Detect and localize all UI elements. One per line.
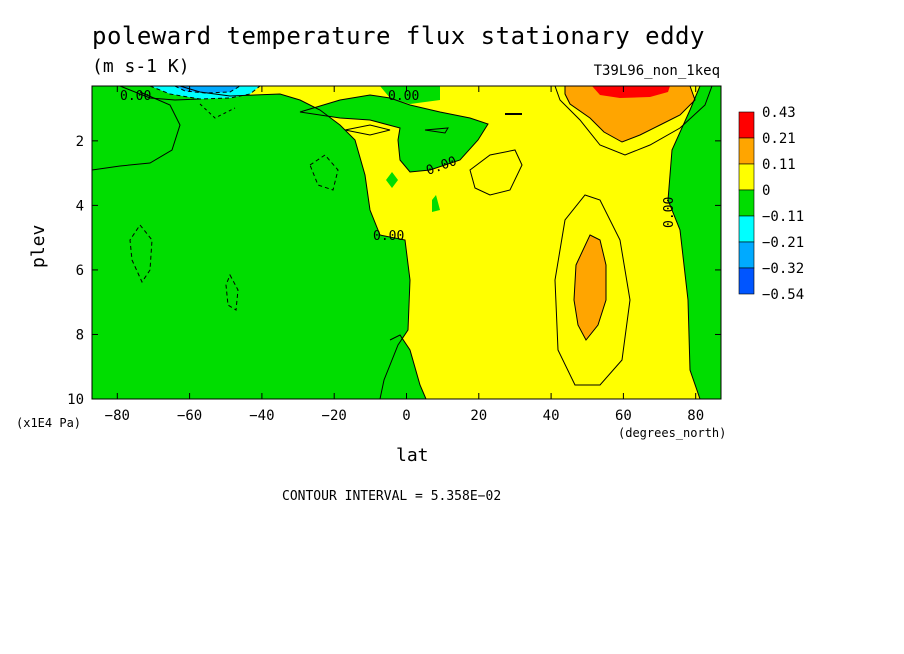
y-tick-label: 8 — [76, 327, 84, 343]
y-axis-units: (x1E4 Pa) — [16, 416, 82, 430]
x-tick-label: 80 — [687, 408, 704, 424]
x-tick-label: 40 — [543, 408, 560, 424]
colorbar-level-label: −0.54 — [762, 287, 804, 303]
y-tick-label: 6 — [76, 263, 84, 279]
contour-lines — [92, 86, 713, 399]
x-axis-title: lat — [396, 445, 429, 466]
x-tick-label: −80 — [105, 408, 130, 424]
colorbar-swatch — [738, 241, 755, 269]
contour-label: 0.00 — [388, 89, 419, 104]
x-tick-label: 20 — [470, 408, 487, 424]
x-tick-label: −40 — [249, 408, 274, 424]
y-axis: 2 4 6 8 10 — [67, 134, 721, 408]
y-tick-label: 4 — [76, 198, 84, 214]
colorbar-level-label: −0.11 — [762, 209, 804, 225]
y-axis-title: plev — [28, 224, 49, 268]
field-red-core — [592, 86, 670, 98]
field-green-right — [668, 86, 721, 399]
x-axis-units: (degrees_north) — [618, 426, 727, 440]
field-green-blob-top-left — [92, 86, 180, 170]
colorbar-level-label: 0.21 — [762, 131, 796, 147]
colorbar-level-label: −0.21 — [762, 235, 804, 251]
colorbar-level-label: −0.32 — [762, 261, 804, 277]
colorbar-swatch — [738, 267, 755, 295]
x-axis: −80 −60 −40 −20 0 20 40 60 80 — [105, 86, 704, 424]
field-green-small-2 — [432, 195, 440, 212]
colorbar-level-label: 0 — [762, 183, 770, 199]
colorbar-swatch — [738, 215, 755, 243]
colorbar-legend: 0.43 0.21 0.11 0 −0.11 −0.21 −0.32 −0.54 — [738, 105, 804, 303]
contour-interval-note: CONTOUR INTERVAL = 5.358E−02 — [282, 489, 502, 504]
field-orange-mid — [574, 235, 606, 340]
contour-label: 0.00 — [662, 197, 677, 228]
colorbar-swatch — [738, 189, 755, 217]
x-tick-label: 0 — [402, 408, 410, 424]
x-tick-label: −20 — [322, 408, 347, 424]
chart-title: poleward temperature flux stationary edd… — [92, 22, 705, 50]
contour-label: 0.00 — [120, 89, 151, 104]
field-green-region-south — [92, 86, 410, 399]
field-green-small-1 — [386, 172, 398, 188]
field-green-tongue — [380, 335, 426, 399]
y-tick-label: 2 — [76, 134, 84, 150]
x-tick-label: 60 — [615, 408, 632, 424]
colorbar-level-label: 0.11 — [762, 157, 796, 173]
colorbar-swatch — [738, 163, 755, 191]
field-orange-top — [565, 86, 695, 142]
contour-label: 0.00 — [373, 229, 404, 244]
colorbar-swatch — [738, 137, 755, 165]
colorbar-level-label: 0.43 — [762, 105, 796, 121]
y-tick-label: 10 — [67, 392, 84, 408]
field-green-blob-equator — [300, 95, 488, 172]
colorbar-swatch — [738, 111, 755, 139]
x-tick-label: −60 — [177, 408, 202, 424]
chart-units: (m s-1 K) — [92, 56, 190, 77]
run-label: T39L96_non_1keq — [593, 63, 720, 79]
